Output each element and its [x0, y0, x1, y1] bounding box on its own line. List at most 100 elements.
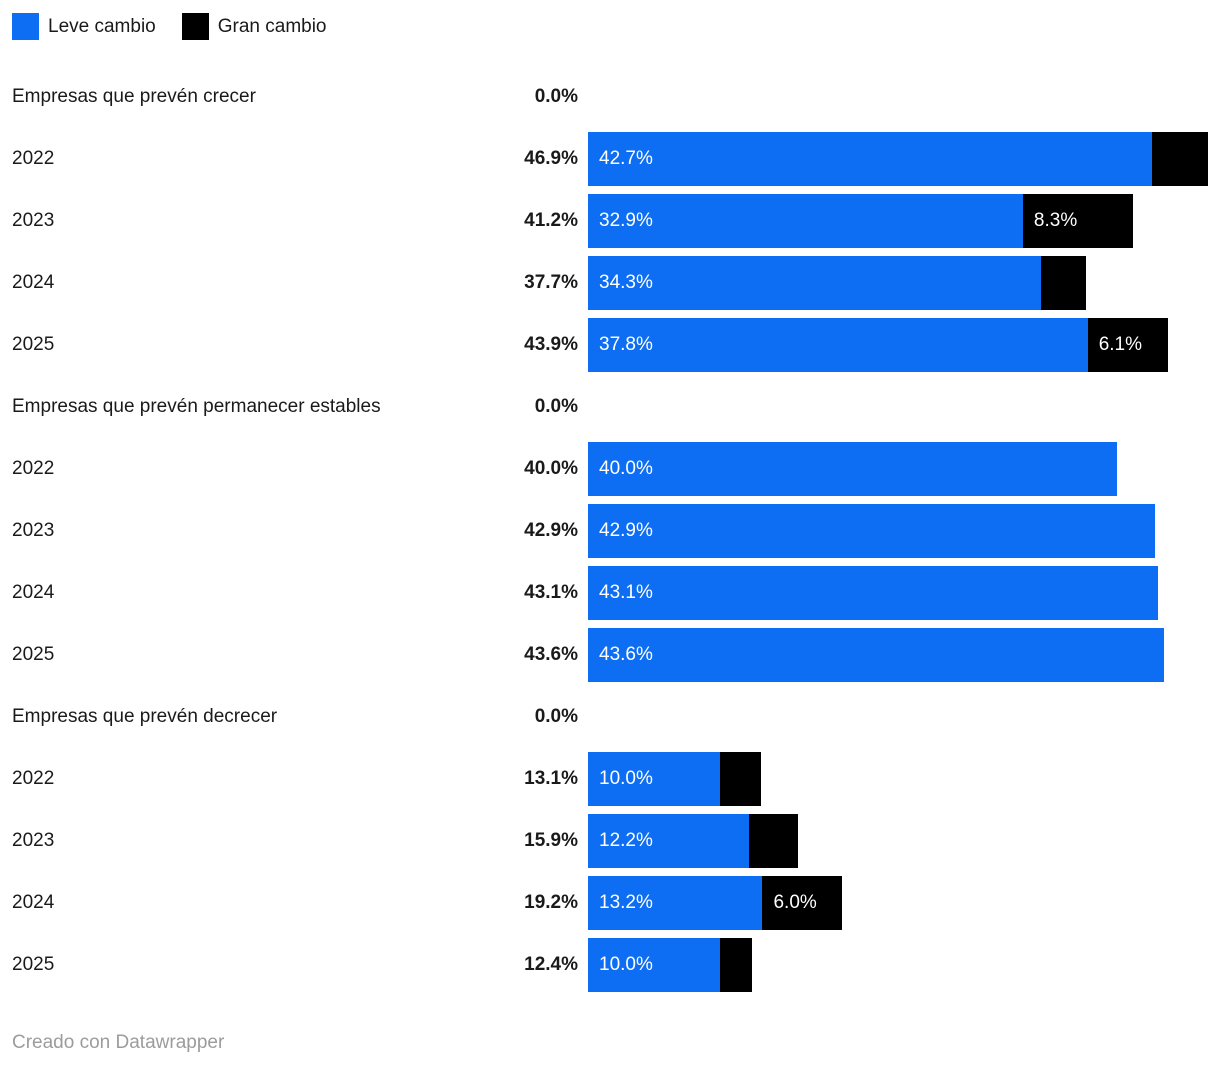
stacked-bar: 10.0%: [588, 752, 1208, 806]
group-header-bar-area: [588, 690, 1208, 744]
bar-segment-gran-cambio: 8.3%: [1022, 194, 1133, 248]
bar-segment-value-label: 40.0%: [599, 458, 653, 479]
total-value: 12.4%: [524, 954, 578, 975]
legend-swatch-gran-cambio-icon: [181, 13, 209, 40]
stacked-bar: 13.2% 6.0%: [588, 876, 1208, 930]
bar-segment-value-label: 8.3%: [1033, 210, 1078, 231]
total-value: 15.9%: [524, 830, 578, 851]
year-label: 2022: [12, 458, 55, 479]
bar-segment-value-label: 43.6%: [599, 644, 653, 665]
bar-segment-gran-cambio: [1041, 256, 1087, 310]
total-value: 43.9%: [524, 334, 578, 355]
stacked-bar: 43.1%: [588, 566, 1208, 620]
year-label: 2023: [12, 210, 55, 231]
bar-segment-leve-cambio: 43.1%: [588, 566, 1158, 620]
bar-segment-leve-cambio: 13.2%: [588, 876, 763, 930]
group-header-label: Empresas que prevén decrecer: [12, 706, 278, 727]
bar-segment-value-label: 42.7%: [599, 148, 653, 169]
stacked-bar: 42.9%: [588, 504, 1208, 558]
stacked-bar: 34.3%: [588, 256, 1208, 310]
group-header-total: 0.0%: [534, 396, 578, 417]
stacked-bar: 37.8% 6.1%: [588, 318, 1208, 372]
bar-row: 2022 13.1% 10.0%: [12, 748, 1208, 810]
year-label: 2022: [12, 148, 55, 169]
bar-segment-leve-cambio: 42.9%: [588, 504, 1156, 558]
bar-row: 2025 12.4% 10.0%: [12, 934, 1208, 996]
group-header-bar-area: [588, 380, 1208, 434]
legend-item-leve-cambio: Leve cambio: [12, 13, 156, 40]
year-label: 2022: [12, 768, 55, 789]
bar-row: 2024 43.1% 43.1%: [12, 562, 1208, 624]
group-header-bar-area: [588, 70, 1208, 124]
bar-row: 2025 43.6% 43.6%: [12, 624, 1208, 686]
bar-segment-value-label: 34.3%: [599, 272, 653, 293]
total-value: 43.1%: [524, 582, 578, 603]
year-label: 2023: [12, 830, 55, 851]
bar-segment-gran-cambio: [1152, 132, 1208, 186]
total-value: 41.2%: [524, 210, 578, 231]
attribution-link[interactable]: Creado con Datawrapper: [12, 1032, 225, 1053]
bar-segment-gran-cambio: [720, 752, 762, 806]
bar-segment-gran-cambio: 6.1%: [1087, 318, 1169, 372]
bar-segment-leve-cambio: 34.3%: [588, 256, 1042, 310]
total-value: 42.9%: [524, 520, 578, 541]
group-header-row: Empresas que prevén permanecer estables 0…: [12, 376, 1208, 438]
bar-segment-value-label: 32.9%: [599, 210, 653, 231]
group-header-total: 0.0%: [534, 86, 578, 107]
total-value: 40.0%: [524, 458, 578, 479]
bar-segment-value-label: 43.1%: [599, 582, 653, 603]
total-value: 43.6%: [524, 644, 578, 665]
total-value: 19.2%: [524, 892, 578, 913]
bar-segment-gran-cambio: [720, 938, 752, 992]
stacked-bar: 10.0%: [588, 938, 1208, 992]
bar-segment-value-label: 42.9%: [599, 520, 653, 541]
group-header-row: Empresas que prevén crecer 0.0%: [12, 66, 1208, 128]
year-label: 2024: [12, 892, 55, 913]
bar-row: 2024 19.2% 13.2% 6.0%: [12, 872, 1208, 934]
legend: Leve cambio Gran cambio: [12, 13, 1208, 40]
stacked-bar: 32.9% 8.3%: [588, 194, 1208, 248]
year-label: 2024: [12, 272, 55, 293]
bar-segment-leve-cambio: 43.6%: [588, 628, 1165, 682]
year-label: 2025: [12, 954, 55, 975]
year-label: 2023: [12, 520, 55, 541]
group-header-label: Empresas que prevén crecer: [12, 86, 256, 107]
bar-row: 2023 42.9% 42.9%: [12, 500, 1208, 562]
bar-segment-gran-cambio: [749, 814, 799, 868]
stacked-bar: 12.2%: [588, 814, 1208, 868]
bar-segment-value-label: 6.0%: [773, 892, 817, 913]
group-header-row: Empresas que prevén decrecer 0.0%: [12, 686, 1208, 748]
group-header-total: 0.0%: [534, 706, 578, 727]
bar-segment-value-label: 10.0%: [599, 954, 653, 975]
stacked-bar: 42.7%: [588, 132, 1208, 186]
bar-segment-leve-cambio: 12.2%: [588, 814, 750, 868]
bar-row: 2023 15.9% 12.2%: [12, 810, 1208, 872]
group-header-label: Empresas que prevén permanecer estables: [12, 396, 381, 417]
year-label: 2025: [12, 644, 55, 665]
legend-item-gran-cambio: Gran cambio: [181, 13, 327, 40]
bar-segment-leve-cambio: 32.9%: [588, 194, 1023, 248]
bar-row: 2025 43.9% 37.8% 6.1%: [12, 314, 1208, 376]
bar-segment-leve-cambio: 37.8%: [588, 318, 1088, 372]
legend-swatch-leve-cambio-icon: [12, 13, 39, 40]
bar-segment-leve-cambio: 40.0%: [588, 442, 1117, 496]
chart-rows: Empresas que prevén crecer 0.0% 2022 46.9% 4…: [12, 66, 1208, 996]
bar-segment-value-label: 13.2%: [599, 892, 653, 913]
stacked-bar: 40.0%: [588, 442, 1208, 496]
stacked-bar: 43.6%: [588, 628, 1208, 682]
bar-segment-value-label: 10.0%: [599, 768, 653, 789]
bar-segment-leve-cambio: 10.0%: [588, 938, 721, 992]
bar-segment-value-label: 12.2%: [599, 830, 653, 851]
bar-segment-value-label: 6.1%: [1098, 334, 1142, 355]
bar-segment-gran-cambio: 6.0%: [762, 876, 842, 930]
legend-label-gran-cambio: Gran cambio: [217, 16, 327, 37]
bar-row: 2024 37.7% 34.3%: [12, 252, 1208, 314]
bar-segment-value-label: 37.8%: [599, 334, 653, 355]
legend-label-leve-cambio: Leve cambio: [48, 16, 156, 37]
total-value: 37.7%: [524, 272, 578, 293]
bar-segment-leve-cambio: 10.0%: [588, 752, 721, 806]
total-value: 13.1%: [524, 768, 578, 789]
year-label: 2024: [12, 582, 55, 603]
bar-row: 2023 41.2% 32.9% 8.3%: [12, 190, 1208, 252]
